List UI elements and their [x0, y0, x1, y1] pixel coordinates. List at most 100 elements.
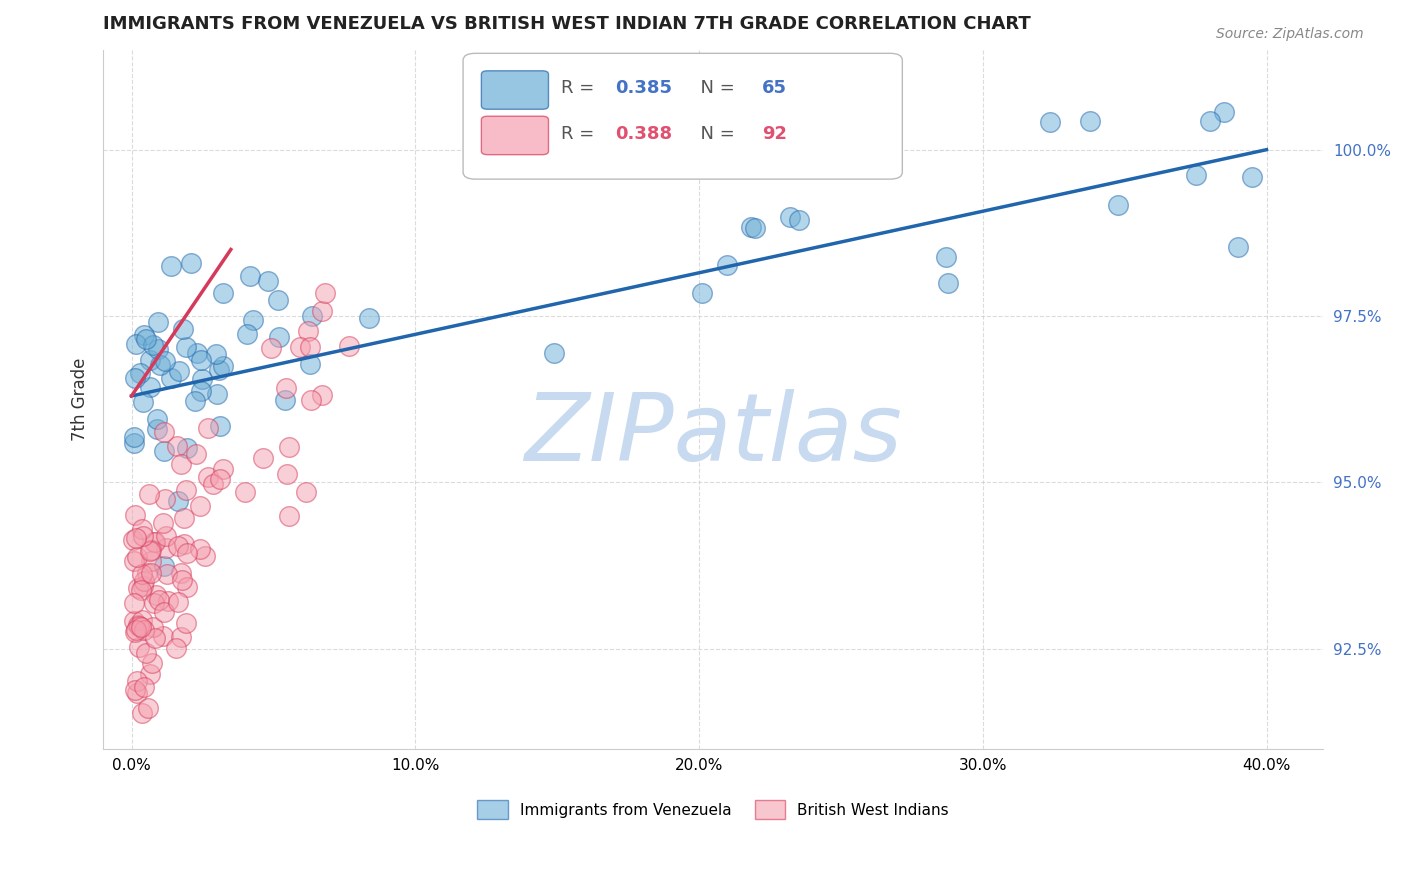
Point: [208, 418, 231, 433]
Point: [146, 343, 169, 357]
Point: [936, 277, 959, 291]
Point: [138, 543, 160, 558]
Point: [131, 706, 153, 720]
Point: [242, 313, 264, 327]
Point: [297, 324, 319, 338]
Point: [787, 212, 810, 227]
Point: [166, 439, 188, 453]
Point: [239, 268, 262, 283]
Point: [155, 566, 177, 581]
Point: [197, 421, 219, 435]
Point: [274, 381, 297, 395]
Text: 65: 65: [762, 79, 787, 97]
Point: [155, 528, 177, 542]
Point: [190, 352, 212, 367]
Point: [274, 393, 297, 408]
Point: [207, 387, 229, 401]
Point: [165, 641, 187, 656]
Point: [935, 250, 957, 264]
Text: IMMIGRANTS FROM VENEZUELA VS BRITISH WEST INDIAN 7TH GRADE CORRELATION CHART: IMMIGRANTS FROM VENEZUELA VS BRITISH WES…: [103, 15, 1031, 33]
Point: [267, 293, 290, 307]
Point: [139, 667, 162, 681]
Point: [170, 457, 193, 471]
Point: [740, 220, 762, 235]
Point: [166, 595, 188, 609]
Point: [122, 554, 145, 568]
Point: [139, 353, 162, 368]
Point: [212, 286, 235, 301]
Y-axis label: 7th Grade: 7th Grade: [72, 358, 89, 441]
Text: N =: N =: [689, 79, 741, 97]
Point: [184, 447, 207, 461]
Point: [170, 630, 193, 644]
Text: 0.388: 0.388: [616, 125, 672, 143]
Point: [134, 680, 156, 694]
Point: [176, 546, 198, 560]
Point: [122, 614, 145, 628]
Point: [186, 346, 208, 360]
Point: [132, 579, 155, 593]
Point: [174, 340, 197, 354]
Point: [1213, 104, 1236, 119]
Point: [134, 332, 156, 346]
Point: [188, 499, 211, 513]
Point: [153, 425, 176, 439]
Point: [174, 483, 197, 497]
Point: [212, 359, 235, 373]
FancyBboxPatch shape: [481, 116, 548, 154]
Point: [278, 440, 301, 454]
Point: [143, 535, 166, 549]
Point: [142, 620, 165, 634]
Point: [276, 467, 298, 481]
Point: [173, 537, 195, 551]
Legend: Immigrants from Venezuela, British West Indians: Immigrants from Venezuela, British West …: [471, 794, 955, 825]
Text: R =: R =: [561, 79, 600, 97]
Point: [153, 558, 176, 573]
Point: [148, 593, 170, 607]
Point: [1184, 168, 1206, 182]
Point: [142, 596, 165, 610]
Point: [155, 541, 177, 556]
Point: [260, 341, 283, 355]
Point: [1107, 198, 1129, 212]
Point: [124, 682, 146, 697]
Point: [142, 337, 165, 351]
Point: [1039, 114, 1062, 128]
FancyBboxPatch shape: [463, 54, 903, 179]
Point: [145, 588, 167, 602]
Point: [744, 220, 766, 235]
Point: [152, 605, 174, 619]
Point: [143, 534, 166, 549]
Point: [153, 443, 176, 458]
Point: [152, 516, 174, 530]
Point: [288, 340, 311, 354]
Point: [141, 656, 163, 670]
Point: [143, 632, 166, 646]
Text: R =: R =: [561, 125, 600, 143]
Point: [301, 309, 323, 323]
Point: [125, 673, 148, 688]
Point: [139, 542, 162, 557]
Point: [295, 484, 318, 499]
Point: [252, 451, 274, 466]
Point: [155, 491, 177, 506]
Point: [145, 422, 167, 436]
Point: [1227, 239, 1250, 253]
Point: [124, 508, 146, 522]
Point: [125, 337, 148, 351]
Point: [170, 566, 193, 581]
Point: [128, 619, 150, 633]
Point: [136, 700, 159, 714]
Point: [152, 629, 174, 643]
Point: [184, 393, 207, 408]
Point: [1198, 114, 1220, 128]
Point: [174, 615, 197, 630]
Point: [125, 686, 148, 700]
Point: [129, 366, 152, 380]
Point: [716, 258, 738, 272]
Point: [1078, 113, 1101, 128]
Point: [138, 379, 160, 393]
Point: [138, 487, 160, 501]
Point: [134, 623, 156, 637]
Point: [212, 462, 235, 476]
